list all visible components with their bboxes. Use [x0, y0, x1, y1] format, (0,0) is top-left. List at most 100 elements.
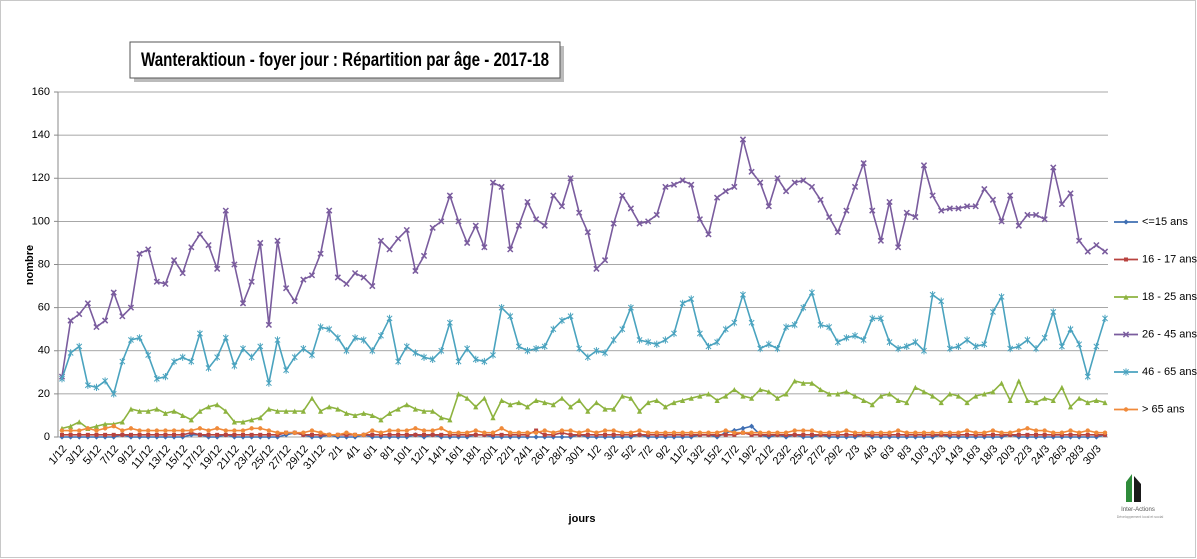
chart-title: Wanteraktioun - foyer jour : Répartition… — [141, 50, 549, 71]
data-point — [352, 412, 358, 419]
data-point — [326, 207, 333, 214]
data-point — [792, 378, 798, 384]
data-point — [619, 325, 626, 333]
data-point — [1068, 432, 1073, 437]
data-point — [584, 353, 591, 361]
data-point — [490, 430, 496, 435]
data-point — [508, 430, 513, 435]
data-point — [438, 218, 445, 225]
data-point — [757, 179, 764, 186]
data-point — [421, 353, 427, 361]
data-point — [205, 364, 212, 372]
data-point — [758, 430, 763, 435]
y-tick-label: 20 — [38, 388, 50, 400]
data-point — [455, 391, 462, 397]
data-point — [740, 291, 746, 299]
data-point — [387, 432, 392, 437]
data-point — [679, 299, 686, 307]
data-point — [938, 207, 945, 214]
data-point — [1085, 399, 1091, 406]
data-point — [1101, 248, 1109, 255]
data-point — [809, 432, 814, 437]
data-point — [714, 338, 721, 346]
data-point — [292, 408, 298, 414]
data-point — [774, 395, 781, 401]
data-point — [869, 402, 875, 408]
data-point — [722, 188, 729, 195]
data-point — [222, 334, 229, 342]
data-point — [153, 375, 160, 383]
data-point — [783, 430, 789, 435]
data-point — [335, 432, 341, 438]
data-point — [886, 391, 893, 397]
data-point — [84, 300, 91, 307]
data-point — [576, 344, 583, 353]
data-point — [499, 432, 504, 437]
data-point — [489, 179, 497, 186]
data-point — [369, 347, 376, 355]
data-point — [171, 428, 177, 433]
data-point — [1033, 399, 1039, 406]
data-point — [180, 412, 186, 419]
data-point — [395, 235, 402, 242]
data-point — [327, 432, 332, 438]
data-point — [989, 308, 996, 316]
data-point — [921, 347, 927, 355]
data-point — [964, 399, 970, 406]
logo-tagline: Développement local et social — [1117, 515, 1164, 519]
data-point — [103, 432, 108, 437]
data-point — [482, 430, 487, 435]
y-tick-label: 40 — [38, 345, 50, 357]
data-point — [360, 336, 367, 344]
data-point — [275, 430, 280, 435]
data-point — [542, 399, 548, 406]
data-point — [464, 344, 471, 353]
data-point — [1015, 342, 1022, 351]
data-point — [370, 432, 375, 437]
data-point — [697, 430, 703, 435]
data-point — [222, 207, 229, 214]
data-point — [447, 417, 453, 423]
data-point — [300, 408, 306, 414]
data-point — [904, 399, 910, 406]
data-point — [128, 426, 134, 431]
data-point — [542, 432, 547, 437]
data-point — [533, 397, 539, 403]
data-point — [240, 419, 246, 425]
data-point — [265, 321, 273, 329]
data-point — [85, 426, 91, 431]
data-point — [619, 393, 625, 399]
data-point — [84, 381, 91, 389]
data-point — [852, 393, 858, 399]
data-point — [671, 399, 677, 406]
data-point — [982, 430, 987, 435]
data-point — [172, 432, 177, 437]
data-point — [180, 428, 185, 433]
data-point — [559, 434, 565, 440]
data-point — [232, 432, 237, 437]
data-point — [162, 373, 169, 381]
data-point — [68, 432, 73, 437]
data-point — [653, 211, 660, 219]
data-point — [404, 428, 409, 433]
data-point — [490, 351, 496, 359]
data-point — [913, 430, 918, 435]
data-point — [248, 278, 255, 285]
data-point — [1033, 428, 1039, 433]
data-point — [998, 218, 1005, 225]
data-point — [576, 397, 582, 403]
data-point — [662, 336, 669, 344]
series-line — [61, 378, 1106, 430]
data-point — [620, 430, 625, 435]
data-point — [404, 432, 409, 437]
data-point — [877, 237, 885, 244]
data-point — [179, 269, 186, 277]
data-point — [343, 410, 350, 416]
data-point — [705, 231, 712, 238]
data-point — [1051, 430, 1056, 435]
data-point — [1076, 237, 1083, 244]
data-point — [671, 430, 677, 435]
data-point — [765, 340, 772, 348]
